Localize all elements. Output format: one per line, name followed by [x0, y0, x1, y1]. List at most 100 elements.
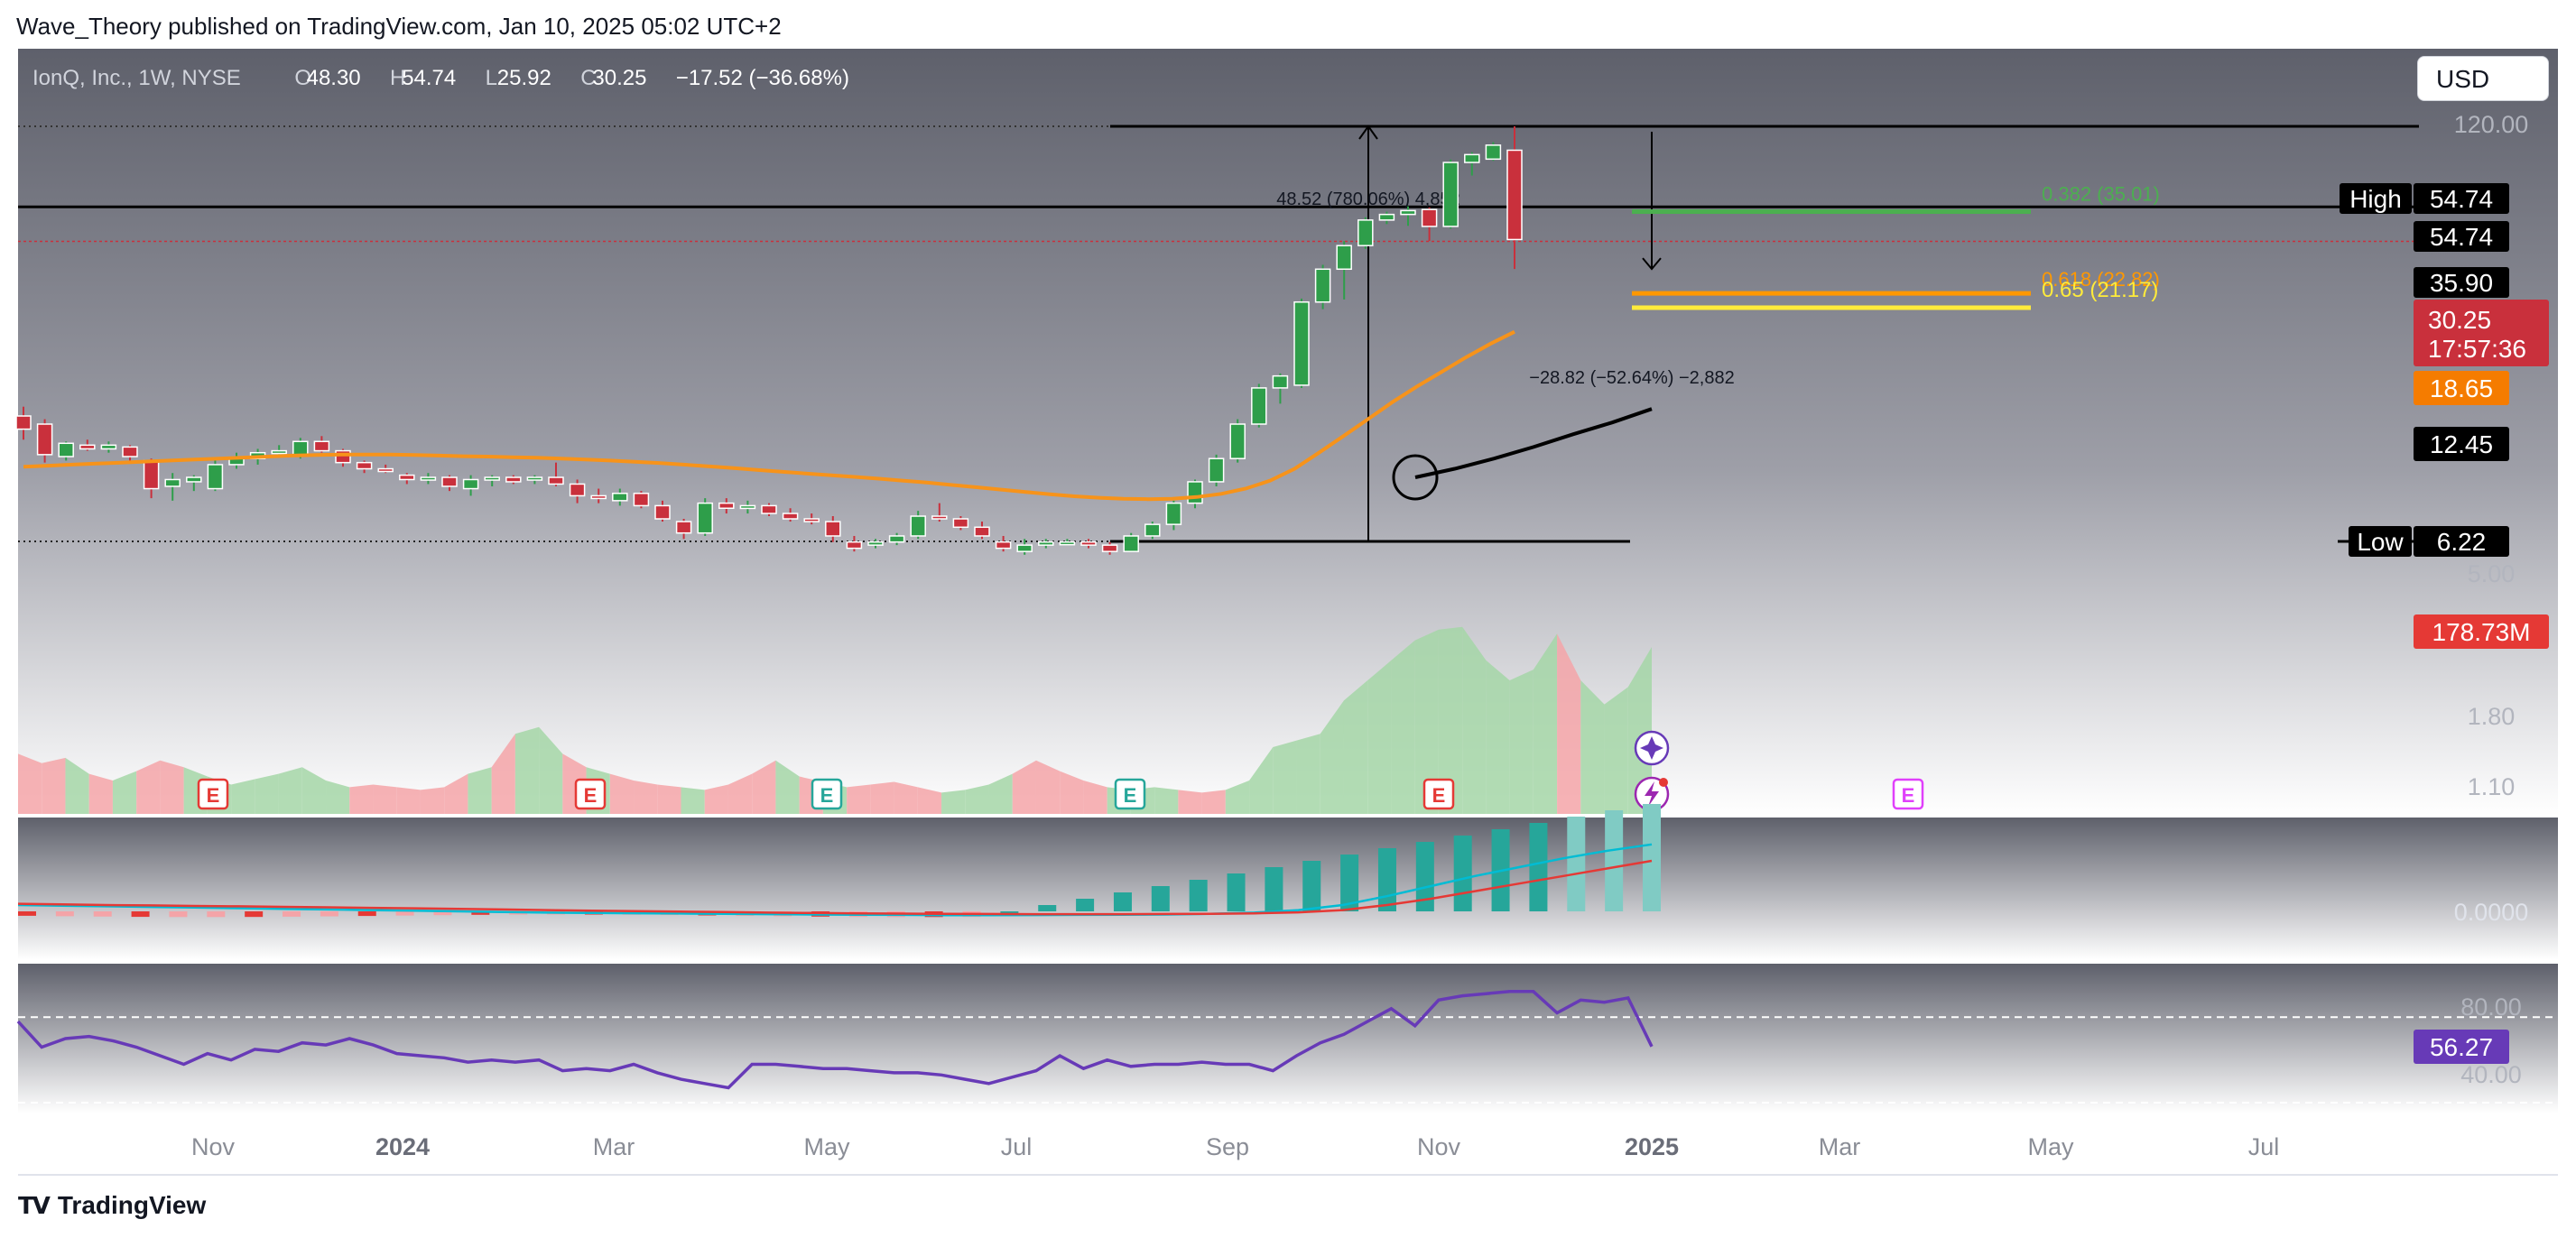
candle[interactable] [484, 476, 500, 481]
volume-area-segment [514, 726, 540, 814]
currency-button[interactable]: USD [2417, 56, 2549, 101]
candle[interactable] [186, 476, 202, 483]
candle[interactable] [569, 483, 586, 497]
candle[interactable] [910, 515, 926, 537]
candle[interactable] [356, 461, 373, 470]
macd-histogram-bar [1605, 810, 1624, 911]
candle[interactable] [505, 476, 522, 483]
earnings-event-icon[interactable] [197, 778, 229, 810]
macd-histogram-bar [1189, 880, 1208, 911]
candle[interactable] [888, 535, 905, 543]
candle[interactable] [377, 467, 394, 473]
candle[interactable] [420, 476, 437, 481]
volume-area-segment [1343, 680, 1368, 814]
candle[interactable] [462, 478, 479, 490]
earnings-event-label: E [820, 784, 834, 807]
candle[interactable] [164, 478, 181, 487]
candle[interactable] [803, 518, 820, 522]
candle[interactable] [122, 446, 138, 457]
candle[interactable] [1123, 535, 1139, 552]
candle[interactable] [1357, 219, 1374, 246]
candle[interactable] [526, 476, 543, 481]
volume-area-segment [657, 784, 681, 814]
candle[interactable] [974, 526, 990, 537]
candle[interactable] [15, 415, 32, 430]
candle[interactable] [36, 423, 53, 456]
candle[interactable] [1506, 149, 1523, 241]
volume-area-segment [1438, 626, 1463, 814]
candle[interactable] [1144, 523, 1161, 537]
candle[interactable] [207, 464, 224, 490]
candle[interactable] [846, 540, 863, 550]
volume-area-segment [1060, 771, 1084, 814]
candle[interactable] [697, 502, 713, 534]
earnings-event-icon[interactable] [1114, 778, 1146, 810]
candle[interactable] [1336, 245, 1352, 271]
sma-value-badge-bg [2414, 427, 2509, 461]
candle[interactable] [1165, 502, 1182, 525]
candle[interactable] [313, 440, 330, 452]
candle[interactable] [931, 515, 948, 520]
candle[interactable] [399, 474, 415, 481]
candle[interactable] [1038, 540, 1054, 546]
candle[interactable] [1080, 540, 1097, 546]
candle[interactable] [1251, 387, 1267, 425]
macd-histogram-bar [1000, 911, 1019, 913]
candle[interactable] [654, 504, 671, 520]
candle[interactable] [1485, 144, 1502, 161]
candle[interactable] [952, 518, 969, 529]
candle[interactable] [1272, 374, 1289, 389]
candle[interactable] [1293, 300, 1310, 386]
candle[interactable] [633, 493, 650, 507]
candle[interactable] [739, 504, 756, 510]
candle[interactable] [292, 440, 309, 456]
candle[interactable] [1016, 544, 1033, 552]
candle[interactable] [1400, 209, 1416, 216]
earnings-event-icon[interactable] [1892, 778, 1924, 810]
candle[interactable] [441, 476, 458, 487]
candle[interactable] [1378, 213, 1395, 221]
volume-area-segment [1627, 647, 1652, 814]
tradingview-logo[interactable]: 𝗧𝗩 TradingView [18, 1191, 206, 1220]
candle[interactable] [335, 449, 351, 464]
candle[interactable] [1442, 162, 1459, 227]
candle[interactable] [100, 444, 117, 450]
candle[interactable] [548, 476, 564, 485]
candle[interactable] [143, 459, 160, 490]
cross-marker-circle [1392, 454, 1439, 501]
candle[interactable] [590, 494, 607, 500]
candle[interactable] [718, 502, 735, 510]
candle[interactable] [995, 540, 1012, 550]
rsi-y-tick-label: 80.00 [2460, 993, 2522, 1021]
candle[interactable] [1464, 153, 1480, 163]
candle[interactable] [79, 444, 96, 450]
candle[interactable] [58, 442, 74, 457]
last-price-badge-bg [2414, 300, 2549, 366]
candle[interactable] [1187, 481, 1203, 504]
price-panel-bg [18, 49, 2558, 816]
candle[interactable] [1059, 540, 1076, 546]
earnings-event-icon[interactable] [1422, 778, 1455, 810]
volume-area-segment [420, 787, 445, 814]
candle[interactable] [271, 449, 287, 455]
x-tick-label: Mar [593, 1133, 635, 1160]
candle[interactable] [1208, 457, 1225, 483]
level-35-90-badge-bg [2414, 267, 2509, 298]
candle[interactable] [867, 540, 884, 546]
earnings-event-icon[interactable] [811, 778, 843, 810]
candle[interactable] [1229, 423, 1246, 459]
macd-histogram-bar [245, 911, 264, 918]
candle[interactable] [1421, 208, 1438, 227]
candle[interactable] [675, 521, 692, 534]
candle[interactable] [612, 493, 628, 502]
rsi-y-tick-label: 40.00 [2460, 1061, 2522, 1088]
candle[interactable] [1314, 268, 1331, 303]
candle[interactable] [761, 504, 777, 514]
earnings-event-icon[interactable] [574, 778, 607, 810]
candle[interactable] [782, 513, 799, 520]
macd-histogram-bar [471, 911, 490, 915]
candle[interactable] [825, 521, 841, 537]
brand-name: TradingView [57, 1191, 207, 1219]
candle[interactable] [1101, 544, 1118, 552]
